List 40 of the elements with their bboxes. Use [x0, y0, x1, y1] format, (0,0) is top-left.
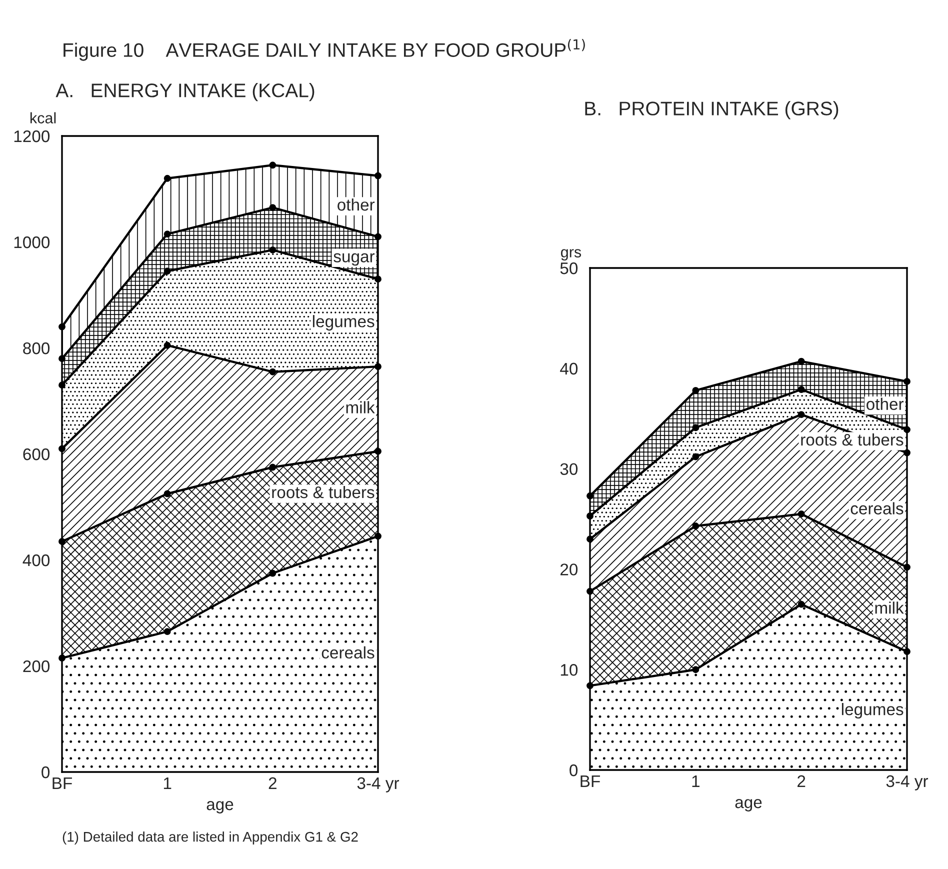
x-tick-label: 1	[164, 777, 172, 789]
y-tick-label: 1000	[14, 236, 50, 248]
y-tick-label: 1200	[14, 130, 50, 142]
series-label: other	[866, 398, 904, 410]
chart-title: Figure 10 AVERAGE DAILY INTAKE BY FOOD GROUP$^{(1)}$	[64, 39, 585, 61]
series-label: legumes	[312, 315, 374, 331]
x-tick-label: 3-4 yr	[886, 775, 928, 790]
y-tick-label: 600	[23, 448, 50, 460]
x-tick-label: 3-4 yr	[357, 777, 400, 792]
series-label: milk	[346, 401, 375, 414]
y-axis-title: grs	[561, 249, 582, 260]
y-tick-label: 0	[42, 766, 50, 778]
series-label: roots & tubers	[272, 486, 374, 498]
series-label: other	[338, 198, 375, 211]
x-axis-title: age	[206, 801, 234, 814]
y-tick-label: 10	[560, 664, 578, 676]
x-tick-label: BF	[52, 777, 72, 789]
series-label: cereals	[322, 646, 374, 659]
series-label: roots & tubers	[801, 433, 904, 446]
series-label: milk	[875, 602, 904, 614]
series-label: cereals	[850, 502, 904, 514]
x-tick-label: 1	[692, 775, 700, 787]
series-label: legumes	[842, 702, 904, 719]
y-tick-label: 400	[22, 554, 50, 566]
y-tick-label: 50	[560, 262, 578, 274]
text: (1) Detailed data are listed in Appendix G1 & G2	[62, 832, 358, 844]
y-tick-label: 20	[560, 564, 578, 576]
x-axis-title: age	[735, 799, 762, 812]
y-tick-label: 40	[560, 362, 578, 375]
y-tick-label: 800	[23, 342, 50, 354]
y-tick-label: 0	[570, 764, 578, 776]
chart-subtitle: B. PROTEIN INTAKE (GRS)	[585, 101, 838, 120]
series-label: sugar	[334, 253, 375, 266]
y-tick-label: 200	[23, 660, 50, 672]
x-tick-label: 2	[268, 777, 276, 789]
chart-subtitle: A. ENERGY INTAKE (KCAL)	[56, 83, 314, 102]
y-tick-label: 30	[560, 463, 578, 476]
x-tick-label: BF	[580, 775, 600, 787]
x-tick-label: 2	[798, 775, 806, 787]
y-axis-title: kcal	[30, 112, 56, 124]
